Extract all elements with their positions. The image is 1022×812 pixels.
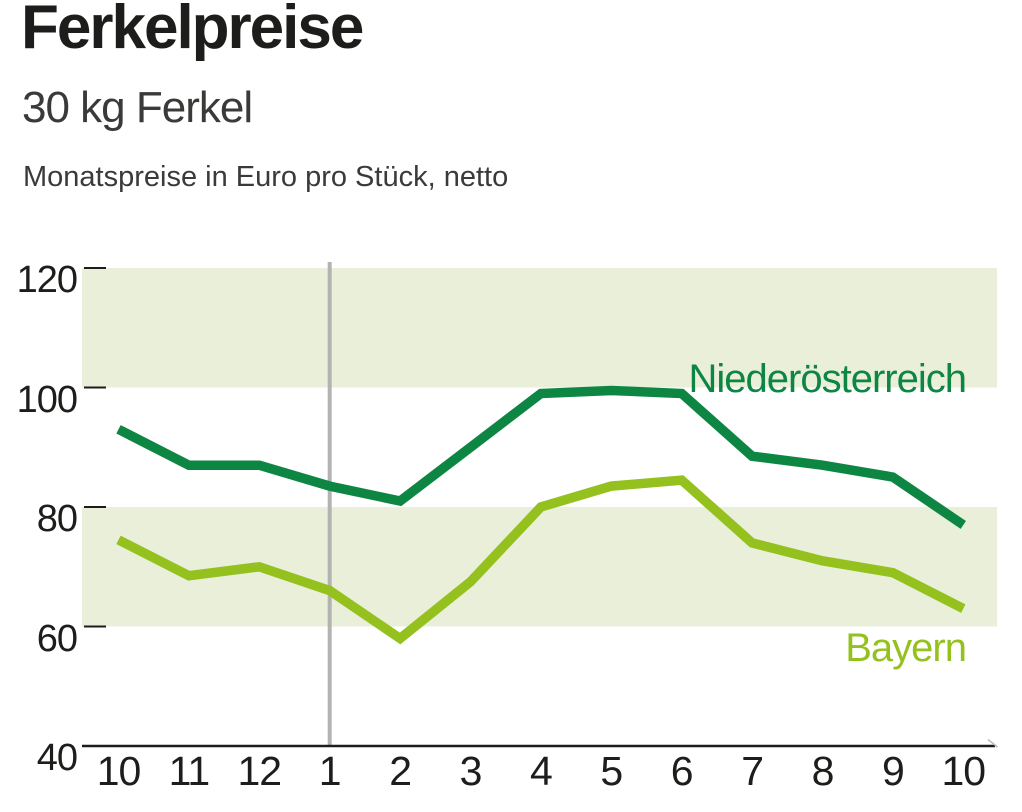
y-tick-label-60: 60	[36, 617, 78, 660]
series-line-niederoesterreich	[116, 385, 966, 529]
shaded-band	[82, 268, 997, 388]
x-tick-label-month-11: 11	[168, 748, 211, 794]
series-label-bayern: Bayern	[845, 626, 967, 670]
chart-title: Ferkelpreise	[21, 0, 364, 62]
x-tick-label-month-2: 2	[389, 748, 412, 794]
x-tick-label-month-9: 9	[881, 748, 905, 794]
x-tick-label-month-3: 3	[459, 748, 483, 794]
y-tick-label-100: 100	[16, 378, 78, 421]
x-tick-label-month-8: 8	[811, 748, 835, 794]
series-line-bayern	[116, 475, 966, 645]
chart-unit-note: Monatspreise in Euro pro Stück, netto	[23, 161, 509, 193]
x-tick-label-month-10: 10	[96, 748, 142, 794]
x-tick-label-month-10b: 10	[941, 748, 986, 794]
chart-subtitle: 30 kg Ferkel	[22, 83, 253, 132]
y-tick-label-120: 120	[16, 259, 78, 301]
x-axis-arrow	[987, 738, 998, 748]
x-tick-label-month-6: 6	[670, 748, 694, 794]
y-tick-label-40: 40	[36, 737, 78, 779]
y-tick-label-80: 80	[36, 498, 78, 540]
series-label-niederoesterreich: Niederösterreich	[688, 357, 967, 401]
x-tick-label-month-1: 1	[318, 748, 342, 794]
x-tick-label-month-5: 5	[600, 748, 623, 794]
x-tick-label-month-7: 7	[741, 748, 764, 794]
x-tick-label-month-4: 4	[529, 748, 553, 794]
x-tick-label-month-12: 12	[237, 748, 282, 794]
